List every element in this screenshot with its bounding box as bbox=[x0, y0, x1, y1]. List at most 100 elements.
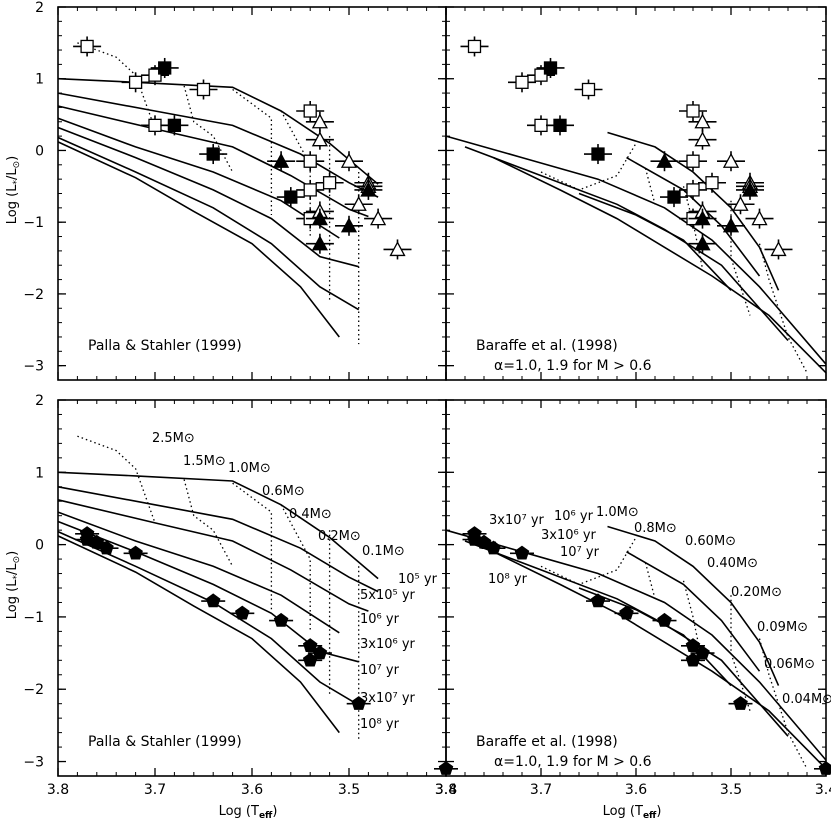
mass-label: 0.20M⊙ bbox=[731, 585, 782, 600]
filled-square-point bbox=[553, 118, 567, 133]
age-label: 10⁶ yr bbox=[360, 612, 400, 627]
y-tick-label: −1 bbox=[23, 610, 44, 626]
open-square-point bbox=[196, 82, 211, 97]
mass-track-line bbox=[682, 580, 704, 665]
x-tick-label: 3.5 bbox=[338, 782, 360, 798]
mass-track-line bbox=[758, 638, 808, 770]
y-tick-label: 2 bbox=[35, 393, 44, 409]
mass-label: 0.4M⊙ bbox=[289, 507, 332, 522]
y-axis-title-top: Log (L*/L⊙) bbox=[5, 156, 22, 224]
alpha-note: α=1.0, 1.9 for M > 0.6 bbox=[494, 358, 652, 374]
mass-track-line bbox=[644, 562, 656, 599]
age-label: 10⁵ yr bbox=[398, 572, 438, 587]
pentagon-point bbox=[235, 605, 250, 620]
filled-square-point bbox=[591, 147, 605, 161]
open-triangle-point bbox=[350, 195, 367, 211]
isochrone-line bbox=[57, 530, 360, 706]
panel-top-left: 2 1 0 −1 −2 −3 Palla & Stahler (1999) bbox=[23, 0, 447, 381]
isochrone-line bbox=[57, 141, 340, 338]
mass-label: 0.60M⊙ bbox=[685, 534, 736, 549]
mass-label: 0.6M⊙ bbox=[262, 484, 305, 499]
isochrone-line bbox=[57, 511, 340, 634]
y-axis-title-bottom: Log (L*/L⊙) bbox=[5, 551, 22, 619]
mass-track-line bbox=[77, 42, 156, 130]
isochrone-line bbox=[57, 535, 340, 734]
mass-label: 1.0M⊙ bbox=[228, 461, 271, 476]
age-label: 3x10⁷ yr bbox=[489, 513, 545, 528]
age-label: 3x10⁶ yr bbox=[360, 637, 416, 652]
pentagon-point bbox=[205, 593, 221, 608]
y-tick-label: 1 bbox=[35, 465, 44, 481]
mass-track-line bbox=[183, 479, 234, 567]
isochrone-line bbox=[57, 126, 359, 268]
pentagon-point bbox=[514, 545, 530, 560]
filled-triangle-point bbox=[656, 152, 673, 168]
filled-square-point bbox=[206, 147, 220, 161]
mass-label: 0.09M⊙ bbox=[757, 620, 808, 635]
age-label: 3x10⁶ yr bbox=[541, 528, 597, 543]
pentagon-point bbox=[695, 645, 710, 660]
isochrone-line bbox=[578, 192, 732, 291]
mass-label: 0.8M⊙ bbox=[634, 521, 677, 536]
filled-triangle-point bbox=[694, 235, 711, 251]
open-square-point bbox=[534, 118, 548, 133]
y-tick-label: −3 bbox=[23, 359, 44, 375]
isochrone-line bbox=[626, 551, 761, 672]
age-label: 10⁶ yr bbox=[554, 509, 594, 524]
isochrone-line bbox=[57, 92, 379, 198]
x-tick-label: 3.8 bbox=[435, 782, 457, 798]
open-triangle-point bbox=[311, 113, 328, 129]
svg-text:Log (Teff): Log (Teff) bbox=[219, 804, 278, 821]
isochrone-line bbox=[57, 117, 340, 239]
filled-triangle-point bbox=[340, 217, 358, 233]
open-triangle-point bbox=[370, 210, 387, 226]
isochrone-line bbox=[57, 471, 379, 580]
mass-label: 0.2M⊙ bbox=[318, 529, 361, 544]
y-tick-label: −2 bbox=[23, 287, 44, 303]
x-axis-title-right: Log (Teff) bbox=[603, 804, 662, 821]
mass-label: 0.04M⊙ bbox=[782, 692, 831, 707]
open-square-point bbox=[303, 183, 317, 197]
y-tick-label: 0 bbox=[35, 538, 44, 554]
open-triangle-point bbox=[770, 241, 787, 257]
model-label: Baraffe et al. (1998) bbox=[476, 338, 618, 354]
pentagon-point bbox=[128, 545, 143, 560]
y-tick-label: 0 bbox=[35, 143, 44, 159]
mass-label: 0.1M⊙ bbox=[362, 544, 405, 559]
mass-label: 0.06M⊙ bbox=[764, 657, 815, 672]
isochrone-line bbox=[57, 486, 379, 593]
age-label: 10⁷ yr bbox=[560, 545, 600, 560]
panel-top-right: Baraffe et al. (1998) α=1.0, 1.9 for M > … bbox=[445, 6, 827, 381]
filled-triangle-point bbox=[311, 235, 328, 251]
x-tick-label: 3.8 bbox=[47, 782, 69, 798]
mass-track-line bbox=[730, 595, 751, 712]
isochrone-line bbox=[607, 525, 780, 686]
isochrone-line bbox=[445, 529, 827, 761]
pentagon-point bbox=[657, 612, 672, 627]
isochrone-line bbox=[493, 551, 827, 770]
filled-square-point bbox=[543, 61, 558, 75]
open-square-point bbox=[303, 104, 317, 118]
x-tick-label: 3.6 bbox=[241, 782, 263, 798]
open-square-point bbox=[581, 82, 596, 97]
filled-triangle-point bbox=[273, 152, 290, 168]
panel-bottom-right: 3.8 3.7 3.6 3.5 3.4 Baraffe et al. (1998) α=1.… bbox=[435, 399, 831, 798]
svg-text:Log (Teff): Log (Teff) bbox=[603, 804, 662, 821]
y-tick-label: −2 bbox=[23, 682, 44, 698]
model-label: Baraffe et al. (1998) bbox=[476, 734, 618, 750]
panel-frame bbox=[445, 6, 827, 381]
alpha-note: α=1.0, 1.9 for M > 0.6 bbox=[494, 754, 652, 770]
svg-text:Log (L*/L⊙): Log (L*/L⊙) bbox=[5, 156, 22, 224]
y-tick-label: 2 bbox=[35, 0, 44, 16]
x-tick-label: 3.6 bbox=[625, 782, 647, 798]
isochrone-line bbox=[464, 146, 789, 342]
mass-label: 2.5M⊙ bbox=[152, 431, 195, 446]
pentagon-point bbox=[99, 540, 114, 555]
age-label: 10⁸ yr bbox=[360, 717, 400, 732]
filled-square-point bbox=[158, 61, 172, 75]
y-tick-label: −1 bbox=[23, 215, 44, 231]
open-square-point bbox=[686, 154, 700, 168]
svg-text:Log (L*/L⊙): Log (L*/L⊙) bbox=[5, 551, 22, 619]
